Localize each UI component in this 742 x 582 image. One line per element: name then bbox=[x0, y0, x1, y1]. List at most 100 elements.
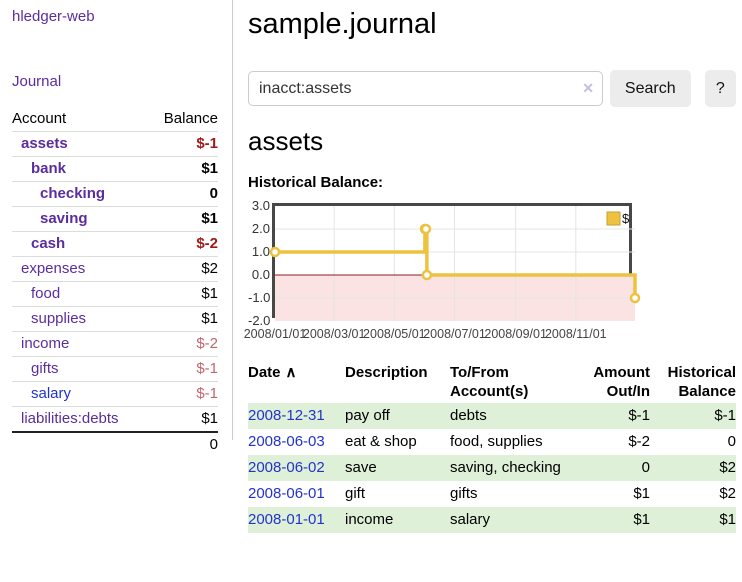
account-link[interactable]: expenses bbox=[21, 260, 86, 277]
transaction-date-link[interactable]: 2008-06-02 bbox=[248, 459, 325, 476]
account-balance: $1 bbox=[148, 156, 218, 182]
transaction-amount: 0 bbox=[641, 459, 650, 476]
register-header-description: Description bbox=[345, 364, 428, 381]
account-row: supplies $1 bbox=[12, 306, 218, 332]
y-axis-tick-label: 3.0 bbox=[251, 198, 270, 213]
transaction-balance: $1 bbox=[719, 511, 736, 528]
account-link[interactable]: gifts bbox=[31, 360, 59, 377]
transaction-accounts: food, supplies bbox=[450, 433, 543, 450]
transaction-accounts: debts bbox=[450, 407, 487, 424]
chart-plot-area: $ bbox=[269, 203, 641, 321]
account-balance: $-1 bbox=[148, 356, 218, 382]
transaction-row: 2008-06-02 save saving, checking 0 $2 bbox=[248, 455, 736, 481]
data-point-marker bbox=[629, 292, 641, 304]
transaction-balance: $-1 bbox=[714, 407, 736, 424]
account-balance: $-2 bbox=[148, 331, 218, 357]
register-header-balance: Historical Balance bbox=[667, 364, 736, 400]
account-row: cash $-2 bbox=[12, 231, 218, 257]
transaction-row: 2008-06-03 eat & shop food, supplies $-2 0 bbox=[248, 429, 736, 455]
y-axis-tick-label: -1.0 bbox=[248, 290, 271, 305]
register-table-body: 2008-12-31 pay off debts $-1 $-1 2008-06-03 ea… bbox=[248, 403, 736, 533]
transaction-description: income bbox=[345, 511, 394, 528]
transaction-description: save bbox=[345, 459, 377, 476]
account-row: liabilities:debts $1 bbox=[12, 406, 218, 432]
search-bar: ✕ Search ? bbox=[248, 70, 736, 107]
account-balance: $1 bbox=[148, 406, 218, 432]
transaction-balance: $2 bbox=[719, 459, 736, 476]
help-button[interactable]: ? bbox=[704, 70, 736, 107]
transaction-balance: 0 bbox=[727, 433, 736, 450]
transaction-row: 2008-06-01 gift gifts $1 $2 bbox=[248, 481, 736, 507]
transaction-balance: $2 bbox=[719, 485, 736, 502]
account-balance: $1 bbox=[148, 306, 218, 332]
x-axis-tick-label: 2008/07/01 bbox=[423, 327, 486, 341]
account-link[interactable]: food bbox=[31, 285, 61, 302]
account-link[interactable]: checking bbox=[40, 185, 106, 202]
account-balance: $-2 bbox=[148, 231, 218, 257]
accounts-total-value: 0 bbox=[148, 431, 218, 457]
transaction-amount: $1 bbox=[633, 511, 650, 528]
x-axis-tick-label: 2008/09/01 bbox=[484, 327, 547, 341]
transaction-date-link[interactable]: 2008-12-31 bbox=[248, 407, 325, 424]
search-input-wrap: ✕ bbox=[248, 71, 603, 106]
search-input[interactable] bbox=[248, 71, 603, 106]
account-link[interactable]: liabilities:debts bbox=[21, 410, 119, 427]
accounts-header-balance: Balance bbox=[163, 110, 218, 127]
account-row: assets $-1 bbox=[12, 131, 218, 157]
y-axis-tick-label: 1.0 bbox=[251, 244, 270, 259]
legend-swatch bbox=[606, 211, 621, 226]
account-row: food $1 bbox=[12, 281, 218, 307]
x-axis-tick-label: 2008/03/01 bbox=[302, 327, 366, 341]
account-link[interactable]: salary bbox=[31, 385, 72, 402]
main-content: sample.journal ✕ Search ? assets Histori… bbox=[244, 0, 736, 533]
y-axis-tick-label: 2.0 bbox=[251, 221, 270, 236]
transaction-date-link[interactable]: 2008-01-01 bbox=[248, 511, 325, 528]
transaction-accounts: saving, checking bbox=[450, 459, 561, 476]
transaction-accounts: gifts bbox=[450, 485, 478, 502]
register-table: Date ∧ Description To/From Account(s) Amo… bbox=[248, 361, 736, 533]
transaction-amount: $-2 bbox=[628, 433, 650, 450]
account-link[interactable]: supplies bbox=[31, 310, 87, 327]
data-point-marker bbox=[269, 246, 281, 258]
account-link[interactable]: assets bbox=[21, 135, 68, 152]
chart-heading: Historical Balance: bbox=[248, 174, 384, 191]
x-axis-tick-label: 2008/11/01 bbox=[544, 327, 607, 341]
data-point-marker bbox=[421, 269, 433, 281]
search-button[interactable]: Search bbox=[609, 70, 691, 107]
sort-ascending-icon: ∧ bbox=[285, 364, 297, 381]
transaction-accounts: salary bbox=[450, 511, 491, 528]
transaction-date-link[interactable]: 2008-06-01 bbox=[248, 485, 325, 502]
account-link[interactable]: income bbox=[21, 335, 70, 352]
account-row: gifts $-1 bbox=[12, 356, 218, 382]
account-row: checking 0 bbox=[12, 181, 218, 207]
account-link[interactable]: bank bbox=[31, 160, 67, 177]
sidebar: hledger-web Journal Account Balance asse… bbox=[0, 0, 233, 457]
account-row: saving $1 bbox=[12, 206, 218, 232]
account-row: expenses $2 bbox=[12, 256, 218, 282]
transaction-description: eat & shop bbox=[345, 433, 417, 450]
account-row: salary $-1 bbox=[12, 381, 218, 407]
transaction-description: pay off bbox=[345, 407, 390, 424]
accounts-table-body: assets $-1 bank $1 checking 0 saving $1 cash $-2 e… bbox=[12, 131, 218, 457]
accounts-total-row: 0 bbox=[12, 431, 218, 457]
account-link[interactable]: saving bbox=[40, 210, 88, 227]
account-title: assets bbox=[248, 126, 324, 156]
transaction-row: 2008-01-01 income salary $1 $1 bbox=[248, 507, 736, 533]
page-title: sample.journal bbox=[248, 8, 437, 40]
sidebar-item-journal[interactable]: Journal bbox=[12, 73, 62, 90]
x-axis-tick-label: 2008/05/01 bbox=[363, 327, 426, 341]
account-link[interactable]: cash bbox=[31, 235, 66, 252]
clear-search-icon[interactable]: ✕ bbox=[582, 80, 594, 96]
app-brand-link[interactable]: hledger-web bbox=[12, 8, 95, 25]
account-row: income $-2 bbox=[12, 331, 218, 357]
transaction-date-link[interactable]: 2008-06-03 bbox=[248, 433, 325, 450]
accounts-table: Account Balance assets $-1 bank $1 checking 0… bbox=[12, 106, 218, 457]
data-point-marker bbox=[420, 223, 432, 235]
y-axis-tick-label: -2.0 bbox=[248, 313, 271, 328]
historical-balance-chart: $ 3.0 2.0 1.0 0.0 -1.0 -2.0 2008/01/01 2008/03/… bbox=[244, 198, 736, 347]
account-balance: $-1 bbox=[148, 131, 218, 157]
transaction-amount: $1 bbox=[633, 485, 650, 502]
account-balance: $1 bbox=[148, 206, 218, 232]
account-balance: $-1 bbox=[148, 381, 218, 407]
register-header-date[interactable]: Date ∧ bbox=[248, 364, 297, 381]
